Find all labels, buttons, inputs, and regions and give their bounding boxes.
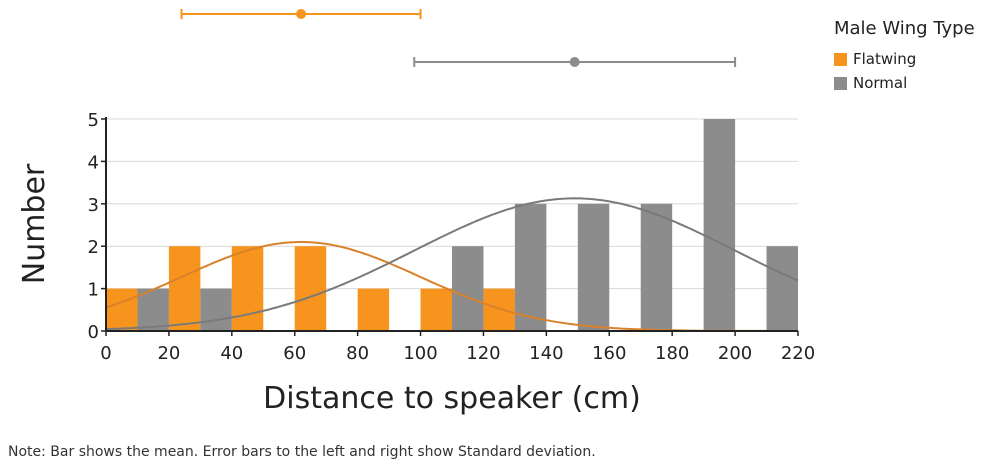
bar-flatwing [420, 288, 452, 331]
y-axis-label: Number [17, 163, 52, 284]
y-tick-label: 4 [88, 152, 99, 173]
x-tick-label: 0 [100, 343, 111, 364]
legend-swatch-flatwing [834, 52, 847, 66]
x-tick-label: 120 [466, 343, 500, 364]
legend-label-normal: Normal [853, 74, 908, 92]
legend-swatch-normal [834, 76, 847, 90]
curve-normal [105, 197, 799, 331]
legend-label-flatwing: Flatwing [853, 50, 917, 68]
x-axis-label: Distance to speaker (cm) [263, 381, 641, 416]
y-tick-label: 2 [88, 237, 99, 258]
bar-flatwing [294, 246, 327, 331]
bar-flatwing [168, 246, 201, 331]
bar-normal [137, 288, 169, 331]
legend-title: Male Wing Type [834, 18, 975, 39]
bar-normal [200, 288, 232, 331]
bar-normal [703, 119, 736, 331]
bar-normal [514, 203, 547, 331]
bar-flatwing [231, 246, 264, 331]
y-tick-label: 3 [88, 195, 99, 216]
legend-item-normal: Normal [834, 71, 975, 95]
x-tick-label: 160 [592, 343, 626, 364]
bar-normal [577, 203, 610, 331]
x-tick-label: 140 [529, 343, 563, 364]
axes: 0 1 2 3 4 5 0 20 40 60 80 100 120 140 160 180 200 220 [88, 110, 816, 364]
x-tick-label: 220 [781, 343, 815, 364]
mean-marker-normal [569, 57, 580, 67]
x-tick-label: 60 [283, 343, 306, 364]
mean-marker-flatwing [296, 9, 307, 19]
grid-lines [106, 118, 798, 290]
y-tick-label: 1 [88, 280, 99, 301]
x-tick-label: 40 [220, 343, 243, 364]
x-tick-label: 80 [346, 343, 369, 364]
chart-note: Note: Bar shows the mean. Error bars to … [8, 444, 596, 460]
mean-error-bars [180, 9, 737, 67]
bar-flatwing [106, 288, 138, 331]
x-tick-label: 100 [403, 343, 437, 364]
histogram-bars [106, 119, 798, 331]
x-tick-label: 180 [655, 343, 689, 364]
y-tick-label: 0 [88, 322, 99, 343]
bar-normal [452, 246, 484, 331]
legend: Male Wing Type Flatwing Normal [834, 18, 975, 95]
y-tick-label: 5 [88, 110, 99, 131]
x-tick-label: 200 [718, 343, 752, 364]
bar-flatwing [483, 288, 515, 331]
legend-item-flatwing: Flatwing [834, 47, 975, 71]
bar-normal [640, 203, 673, 331]
x-tick-label: 20 [157, 343, 180, 364]
bar-normal [766, 246, 798, 331]
chart: 0 1 2 3 4 5 0 20 40 60 80 100 120 140 160 180 200 220 Dis… [17, 9, 816, 416]
bar-flatwing [357, 288, 390, 331]
